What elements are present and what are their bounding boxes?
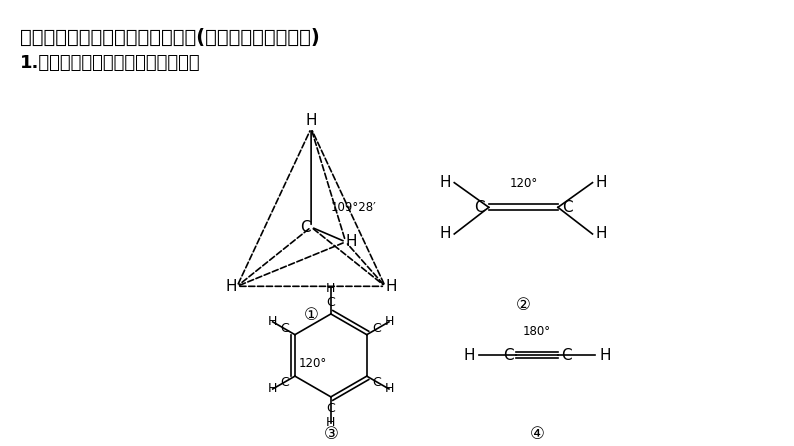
Text: 120°: 120° — [509, 177, 538, 190]
Text: H: H — [440, 227, 451, 241]
Text: ②: ② — [516, 296, 531, 314]
Text: C: C — [562, 200, 572, 215]
Text: H: H — [345, 235, 357, 249]
Text: C: C — [326, 402, 335, 415]
Text: 1.四种典型有机物分子的空间结构。: 1.四种典型有机物分子的空间结构。 — [20, 54, 201, 72]
Text: H: H — [326, 416, 336, 429]
Text: H: H — [268, 315, 277, 328]
Text: H: H — [225, 279, 237, 294]
Text: H: H — [306, 113, 317, 128]
Text: C: C — [326, 296, 335, 309]
Text: H: H — [268, 383, 277, 396]
Text: 120°: 120° — [299, 357, 327, 370]
Text: ①: ① — [303, 306, 318, 324]
Text: C: C — [372, 322, 381, 335]
Text: C: C — [474, 200, 485, 215]
Text: H: H — [440, 175, 451, 190]
Text: C: C — [561, 348, 572, 363]
Text: 180°: 180° — [523, 325, 551, 338]
Text: C: C — [503, 348, 514, 363]
Text: H: H — [464, 348, 475, 363]
Text: H: H — [326, 282, 336, 295]
Text: 109°28′: 109°28′ — [331, 201, 376, 214]
Text: ④: ④ — [530, 425, 545, 442]
Text: H: H — [596, 227, 607, 241]
Text: H: H — [384, 315, 394, 328]
Text: C: C — [280, 376, 289, 388]
Text: C: C — [372, 376, 381, 388]
Text: C: C — [280, 322, 289, 335]
Text: H: H — [385, 279, 397, 294]
Text: H: H — [599, 348, 611, 363]
Text: 一、有机物分子的空间结构及应用(证据推理与模型认知): 一、有机物分子的空间结构及应用(证据推理与模型认知) — [20, 28, 320, 47]
Text: ③: ③ — [323, 425, 338, 442]
Text: C: C — [300, 219, 311, 235]
Text: H: H — [384, 383, 394, 396]
Text: H: H — [596, 175, 607, 190]
